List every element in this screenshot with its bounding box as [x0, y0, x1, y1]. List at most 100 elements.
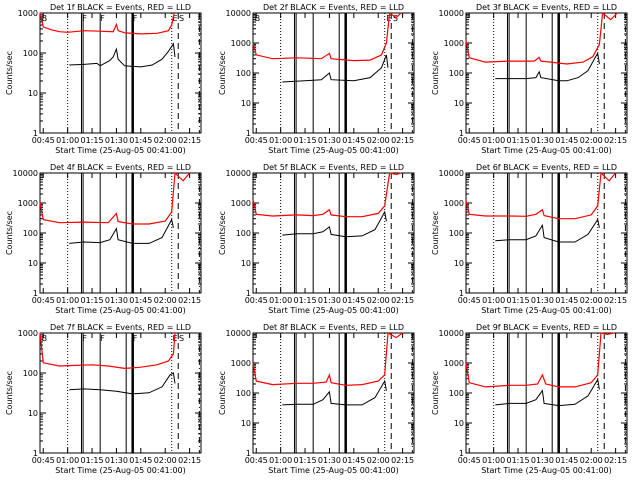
y-tick-label: 1000	[444, 39, 464, 48]
y-tick-label: 100	[236, 69, 251, 78]
y-tick-label: 1	[459, 129, 464, 138]
lld-series-line	[39, 332, 176, 370]
y-tick-label: 1	[459, 449, 464, 458]
events-series-line	[282, 54, 389, 83]
x-tick-label: 01:15	[507, 456, 530, 465]
y-tick-label: 10000	[439, 169, 464, 178]
y-tick-label: 10	[28, 89, 38, 98]
lld-series-line	[252, 332, 403, 386]
x-tick-label: 01:30	[105, 136, 128, 145]
x-axis-label: Start Time (25-Aug-05 00:41:00)	[481, 466, 612, 475]
y-axis-label: Counts/sec	[431, 211, 440, 255]
x-axis-label: Start Time (25-Aug-05 00:41:00)	[268, 306, 399, 315]
interval-marker-label: S	[179, 334, 184, 343]
interval-marker-label: F	[100, 334, 105, 343]
y-tick-label: 1	[33, 449, 38, 458]
x-tick-label: 01:15	[507, 296, 530, 305]
y-axis-label: Counts/sec	[5, 371, 14, 415]
y-tick-label: 100	[236, 389, 251, 398]
y-axis-label: Counts/sec	[431, 51, 440, 95]
x-tick-label: 01:30	[531, 136, 554, 145]
x-tick-label: 01:00	[56, 296, 79, 305]
y-tick-label: 10000	[226, 329, 251, 338]
panel-title: Det 2f BLACK = Events, RED = LLD	[263, 3, 404, 12]
x-tick-label: 00:45	[32, 296, 55, 305]
x-tick-label: 01:30	[318, 296, 341, 305]
y-tick-label: 100	[449, 69, 464, 78]
interval-marker-label: E	[173, 14, 178, 23]
plot-frame	[465, 172, 628, 294]
x-tick-label: 01:30	[105, 456, 128, 465]
x-tick-label: 02:15	[178, 456, 201, 465]
x-axis-label: Start Time (25-Aug-05 00:41:00)	[268, 466, 399, 475]
y-tick-label: 10	[28, 409, 38, 418]
panel-title: Det 3f BLACK = Events, RED = LLD	[476, 3, 617, 12]
x-tick-label: 01:15	[294, 136, 317, 145]
y-tick-label: 100	[23, 369, 38, 378]
interval-marker-label: B	[42, 334, 48, 343]
y-axis-label: Counts/sec	[218, 211, 227, 255]
x-tick-label: 01:30	[318, 136, 341, 145]
y-tick-label: 10000	[226, 9, 251, 18]
x-tick-label: 01:45	[129, 136, 152, 145]
y-tick-label: 1	[459, 289, 464, 298]
x-axis-label: Start Time (25-Aug-05 00:41:00)	[268, 146, 399, 155]
interval-marker-label: F	[133, 334, 138, 343]
x-tick-label: 01:45	[555, 136, 578, 145]
x-tick-label: 01:15	[294, 456, 317, 465]
y-tick-label: 1000	[231, 359, 251, 368]
panel-title: Det 1f BLACK = Events, RED = LLD	[50, 3, 191, 12]
y-tick-label: 10	[28, 259, 38, 268]
y-tick-label: 1000	[444, 359, 464, 368]
events-series-line	[495, 51, 600, 82]
panel-title: Det 8f BLACK = Events, RED = LLD	[263, 323, 404, 332]
y-tick-label: 10	[241, 259, 251, 268]
interval-marker-label: S	[179, 14, 184, 23]
y-axis-label: Counts/sec	[431, 371, 440, 415]
x-tick-label: 01:00	[482, 136, 505, 145]
y-tick-label: 10	[241, 419, 251, 428]
events-series-line	[69, 42, 176, 68]
x-tick-label: 02:00	[367, 136, 390, 145]
x-axis-label: Start Time (25-Aug-05 00:41:00)	[55, 146, 186, 155]
y-tick-label: 1	[246, 289, 251, 298]
x-tick-label: 01:30	[531, 456, 554, 465]
plot-frame	[39, 332, 202, 454]
x-tick-label: 01:00	[269, 456, 292, 465]
x-tick-label: 02:15	[391, 456, 414, 465]
y-axis-label: Counts/sec	[5, 51, 14, 95]
panel-title: Det 5f BLACK = Events, RED = LLD	[263, 163, 404, 172]
y-tick-label: 1000	[18, 329, 38, 338]
plot-frame	[252, 172, 415, 294]
y-tick-label: 1000	[444, 199, 464, 208]
x-axis-label: Start Time (25-Aug-05 00:41:00)	[481, 146, 612, 155]
x-axis-label: Start Time (25-Aug-05 00:41:00)	[55, 466, 186, 475]
lld-series-line	[252, 11, 402, 62]
y-tick-label: 1	[33, 289, 38, 298]
panel-title: Det 7f BLACK = Events, RED = LLD	[50, 323, 191, 332]
x-tick-label: 02:00	[367, 456, 390, 465]
plot-frame	[465, 332, 628, 454]
x-tick-label: 00:45	[245, 296, 268, 305]
plot-frame	[465, 12, 628, 134]
x-tick-label: 02:15	[391, 296, 414, 305]
x-tick-label: 02:00	[580, 456, 603, 465]
interval-marker-label: S	[393, 14, 398, 23]
y-tick-label: 10000	[13, 169, 38, 178]
lld-series-line	[465, 171, 617, 220]
y-tick-label: 10	[454, 99, 464, 108]
interval-marker-label: F	[133, 14, 138, 23]
y-tick-label: 1000	[18, 9, 38, 18]
x-tick-label: 02:00	[580, 296, 603, 305]
events-series-line	[69, 372, 176, 395]
x-tick-label: 01:30	[531, 296, 554, 305]
y-tick-label: 1	[33, 129, 38, 138]
plot-frame	[252, 12, 415, 134]
events-series-line	[282, 210, 387, 238]
x-tick-label: 02:00	[154, 296, 177, 305]
x-tick-label: 01:15	[81, 136, 104, 145]
